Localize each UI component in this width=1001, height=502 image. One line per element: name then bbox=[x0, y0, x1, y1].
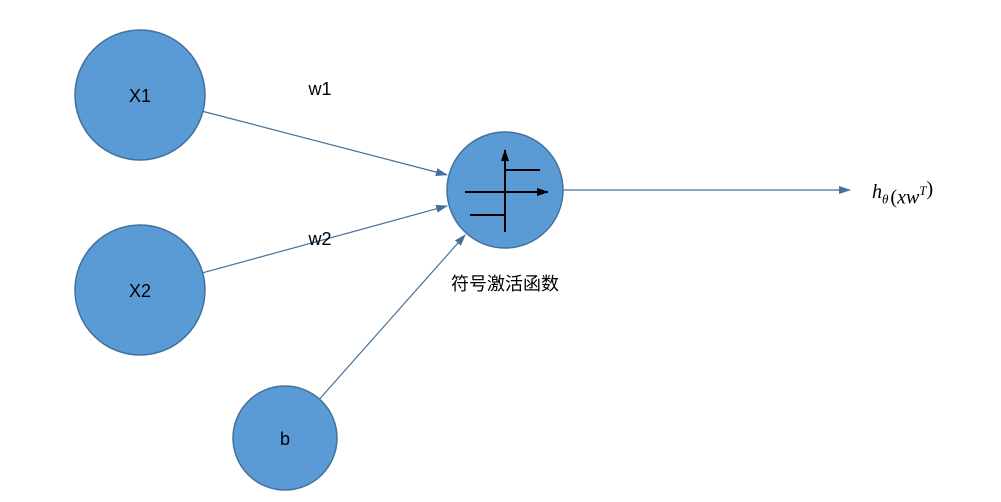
edge-label-w1: w1 bbox=[307, 79, 331, 99]
activation-caption: 符号激活函数 bbox=[451, 274, 559, 294]
edge-x1-to-act bbox=[203, 111, 447, 175]
output-label: hθ(xwT) bbox=[872, 178, 933, 208]
node-x2-label: X2 bbox=[129, 281, 151, 301]
edge-label-w2: w2 bbox=[307, 229, 331, 249]
edge-b-to-act bbox=[320, 235, 466, 399]
node-b-label: b bbox=[280, 429, 290, 449]
node-x1-label: X1 bbox=[129, 86, 151, 106]
